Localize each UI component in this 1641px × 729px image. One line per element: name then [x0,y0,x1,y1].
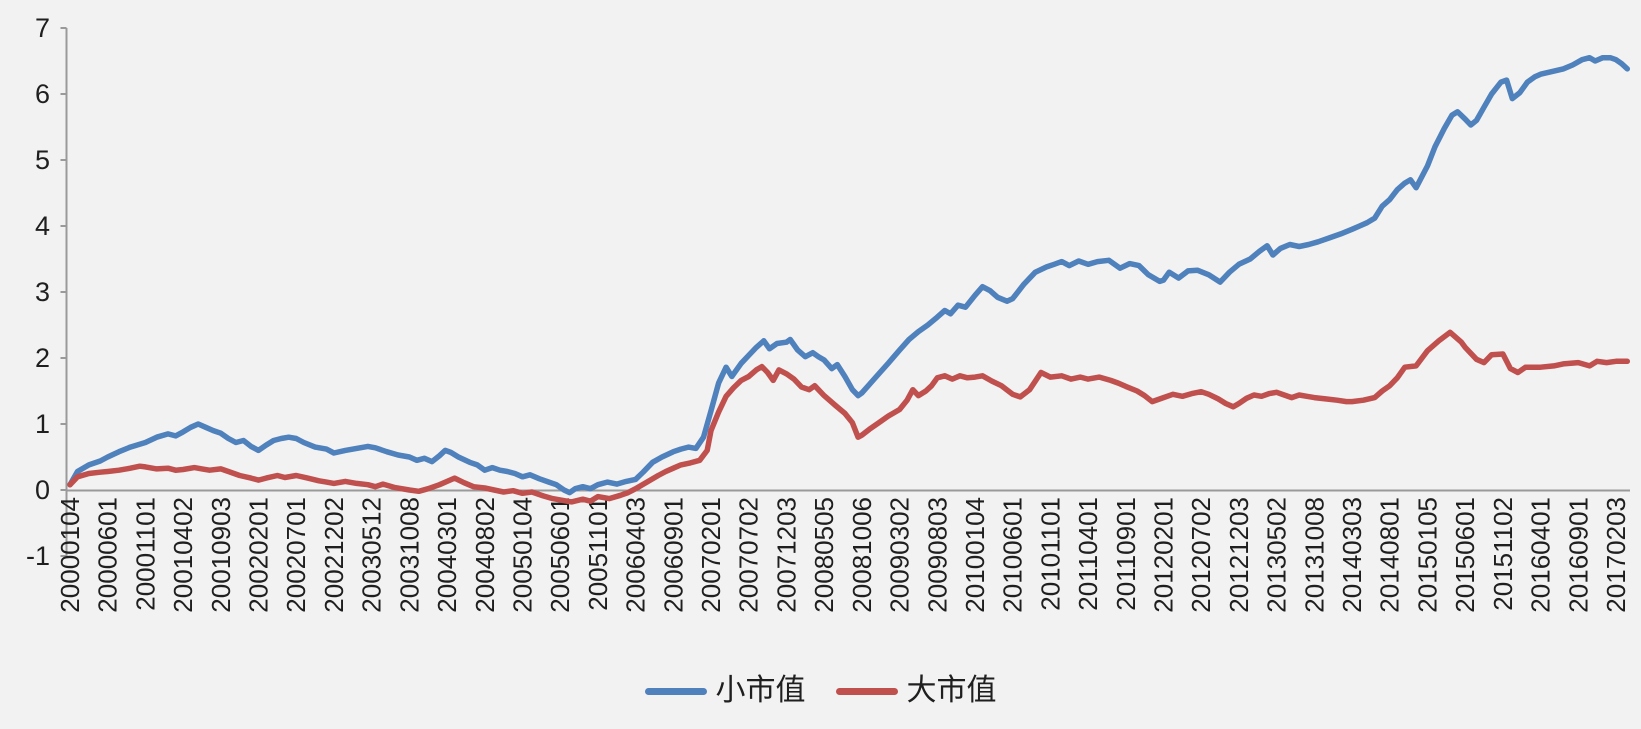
x-tick-label: 20140303 [1337,497,1367,613]
x-tick-label: 20070702 [734,497,764,613]
x-tick-label: 20150105 [1412,497,1442,613]
x-tick-label: 20140801 [1375,497,1405,613]
x-tick-label: 20020201 [244,497,274,613]
legend-label-large-cap: 大市值 [906,674,997,707]
x-tick-label: 20071203 [771,497,801,613]
x-tick-label: 20060403 [621,497,651,613]
x-tick-label: 20100104 [960,497,990,613]
x-tick-label: 20000601 [93,497,123,613]
x-axis-labels: 20000104 20000601 20001101 20010402 20010903… [55,497,1631,613]
x-tick-label: 20070201 [696,497,726,613]
series-line-large-cap [67,329,1631,505]
x-tick-label: 20110401 [1073,497,1103,611]
x-tick-label: 20060901 [658,497,688,613]
x-tick-label: 20131008 [1299,497,1329,613]
y-tick-label: -1 [26,541,50,571]
x-tick-label: 20080505 [809,497,839,613]
y-tick-label: 7 [35,13,50,43]
y-tick-label: 5 [35,145,50,175]
x-tick-label: 20010402 [168,497,198,613]
legend-item-small-cap: 小市值 [644,674,806,707]
x-tick-label: 20170203 [1601,497,1631,613]
x-tick-label: 20160401 [1526,497,1556,613]
x-tick-label: 20121203 [1224,497,1254,613]
x-tick-label: 20040301 [432,497,462,613]
chart-plot-area: 20000104 20000601 20001101 20010402 20010903… [26,13,1631,613]
legend-line-swatch-blue [644,687,707,695]
series-lines [67,54,1631,505]
x-tick-label: 20050601 [545,497,575,613]
x-tick-label: 20001101 [130,497,160,611]
x-tick-label: 20120702 [1186,497,1216,613]
y-tick-label: 0 [35,475,50,505]
x-tick-label: 20100601 [998,497,1028,613]
x-tick-label: 20130502 [1262,497,1292,613]
x-tick-label: 20031008 [394,497,424,613]
axes [60,27,1630,557]
x-tick-label: 20051101 [583,497,613,611]
x-tick-label: 20150601 [1450,497,1480,613]
y-tick-label: 3 [35,277,50,307]
x-tick-label: 20040802 [470,497,500,613]
series-line-small-cap [67,54,1631,496]
x-tick-label: 20110901 [1111,497,1141,611]
x-tick-label: 20030512 [357,497,387,613]
x-tick-label: 20010903 [206,497,236,613]
x-tick-label: 20000104 [55,497,85,613]
legend-item-large-cap: 大市值 [835,674,997,707]
legend-line-swatch-red [835,687,898,695]
y-axis-labels: 7 6 5 4 3 2 1 0 -1 [26,13,50,571]
x-tick-label: 20090803 [922,497,952,613]
x-tick-label: 20021202 [319,497,349,613]
y-tick-label: 6 [35,79,50,109]
x-tick-label: 20081006 [847,497,877,613]
x-tick-label: 20160901 [1563,497,1593,613]
x-tick-label: 20090302 [885,497,915,613]
legend: 小市值 大市值 [0,676,1641,706]
x-tick-label: 20050104 [507,497,537,613]
y-tick-label: 2 [35,343,50,373]
y-tick-label: 4 [35,211,50,241]
x-tick-label: 20120201 [1149,497,1179,613]
x-tick-label: 20151102 [1488,497,1518,611]
x-tick-label: 20020701 [281,497,311,613]
legend-label-small-cap: 小市值 [715,674,806,707]
x-tick-label: 20101101 [1035,497,1065,611]
y-tick-label: 1 [35,409,50,439]
